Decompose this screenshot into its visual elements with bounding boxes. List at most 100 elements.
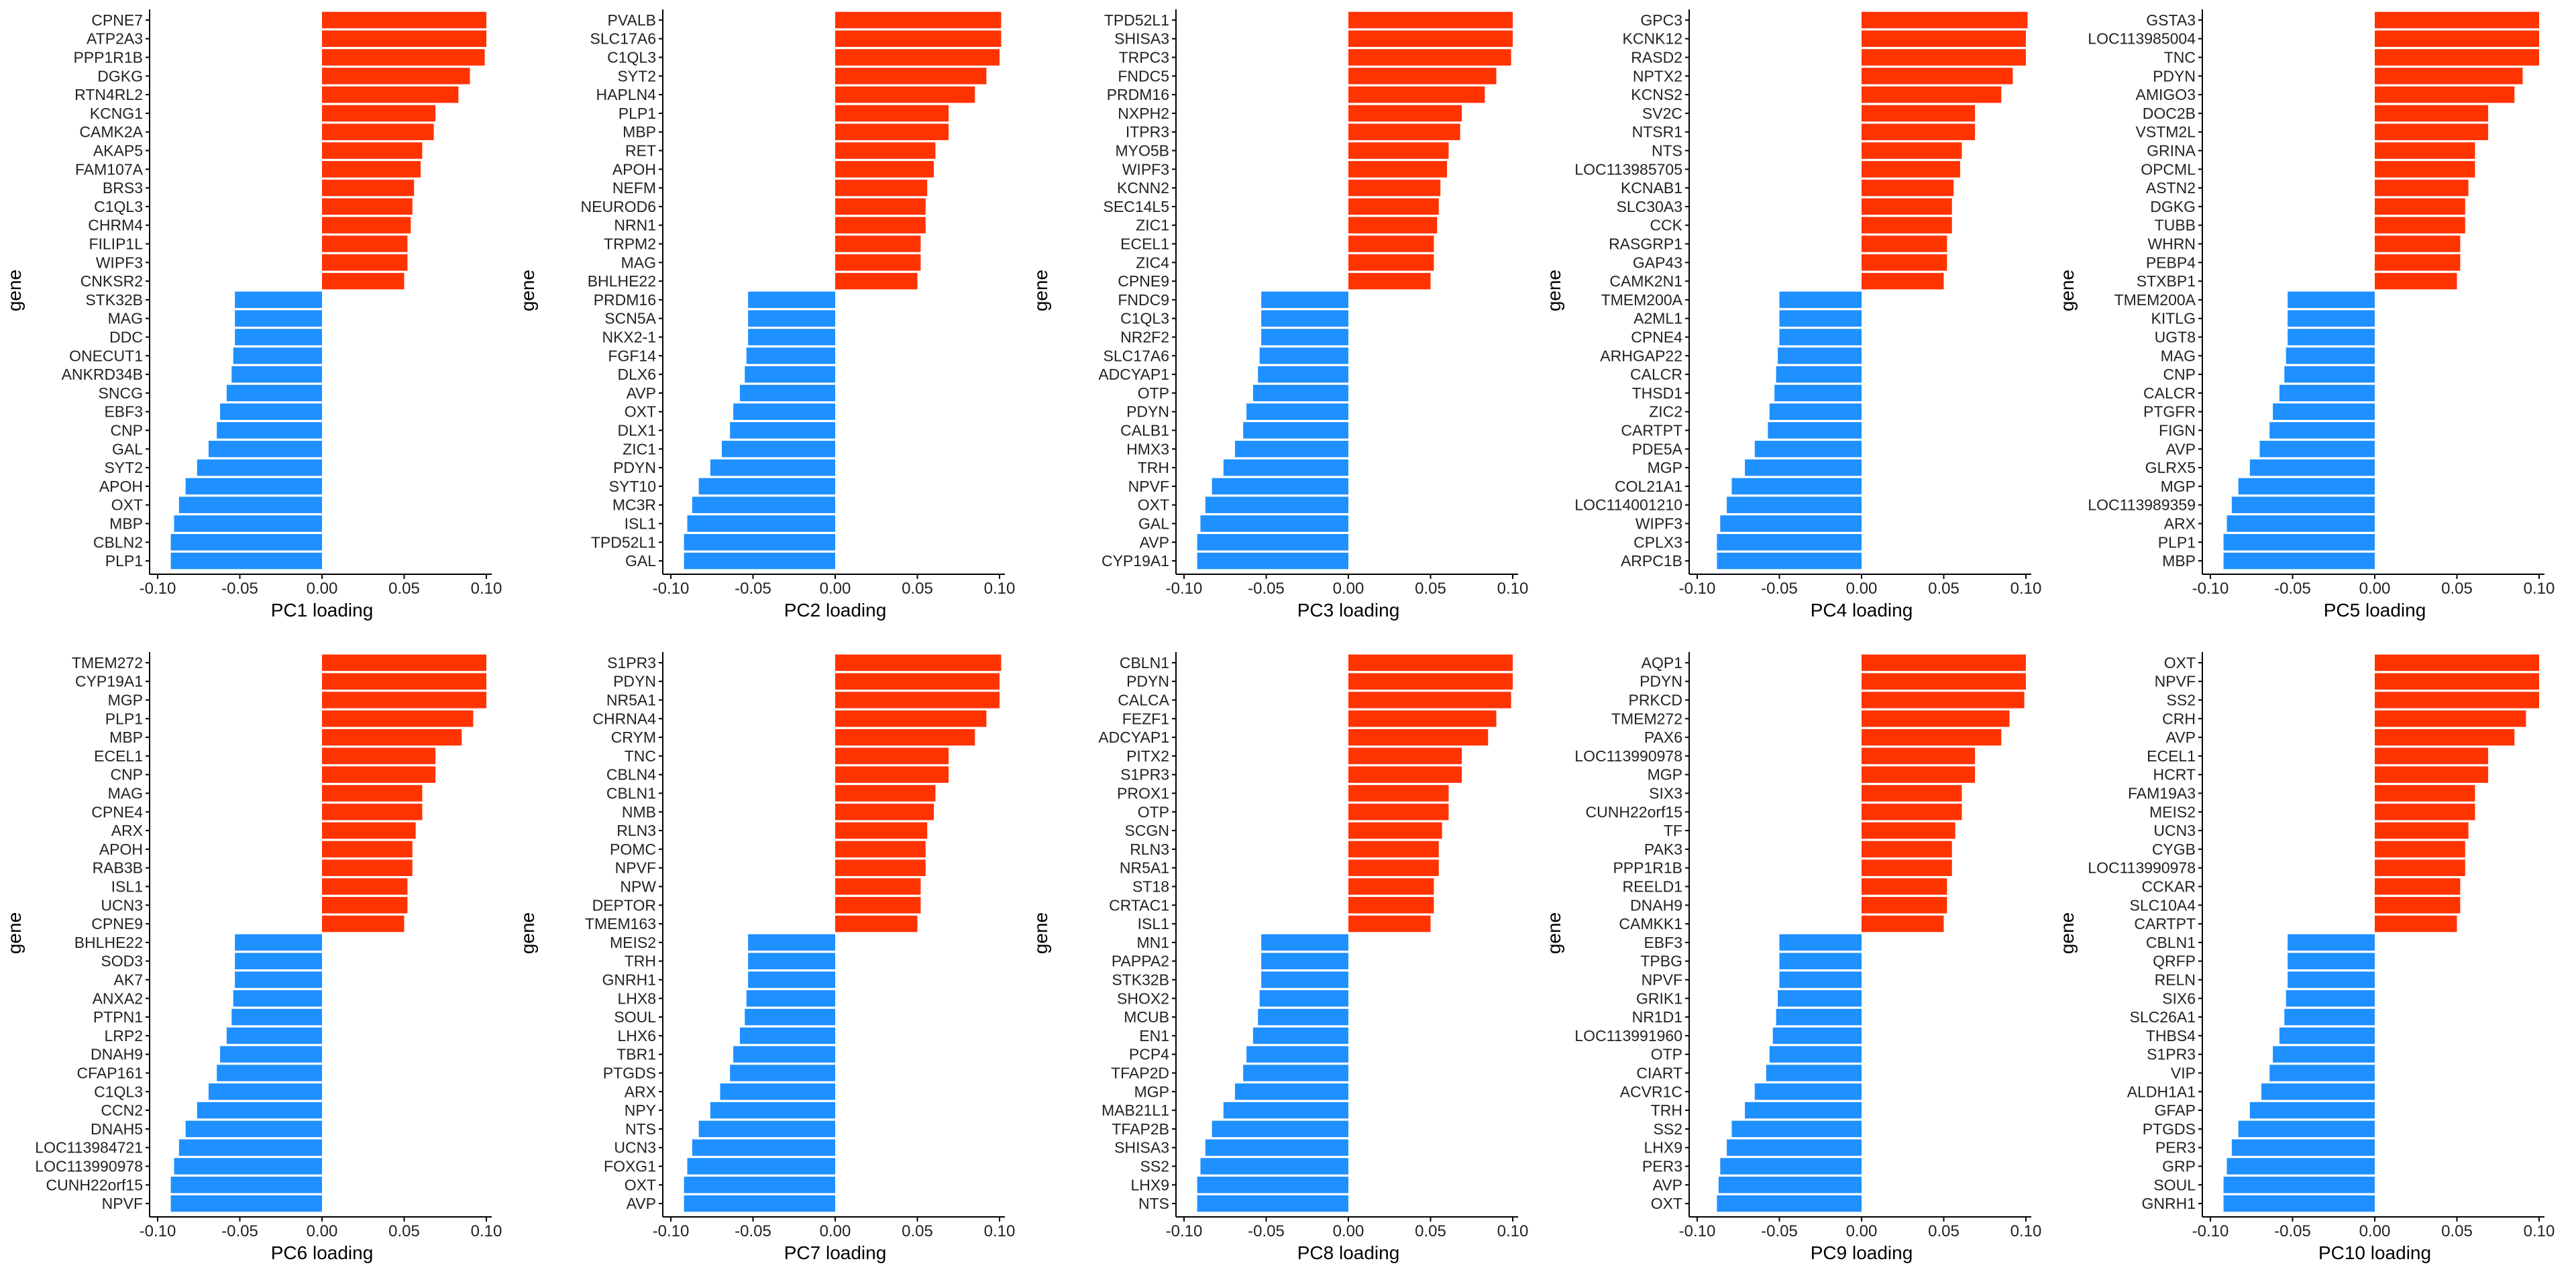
y-tick-label: NRN1: [614, 217, 656, 234]
y-tick-label: CNKSR2: [80, 272, 143, 290]
x-tick-label: -0.10: [1679, 1222, 1716, 1240]
bar: [217, 1065, 322, 1081]
bar: [835, 49, 1000, 66]
bar: [1348, 161, 1447, 178]
y-tick-label: TRH: [625, 953, 656, 970]
y-tick-label: LHX6: [617, 1027, 656, 1044]
y-tick-label: PDYN: [1126, 673, 1169, 690]
bar: [174, 515, 322, 532]
bar: [1862, 68, 2013, 85]
bar: [2286, 347, 2375, 364]
bar: [835, 30, 1002, 47]
bar: [2375, 710, 2526, 727]
y-tick-label: RLN3: [1130, 841, 1169, 858]
y-tick-label: GLRX5: [2145, 459, 2196, 476]
bar: [2375, 49, 2539, 66]
y-tick-label: TPD52L1: [1104, 11, 1169, 29]
bar: [2375, 785, 2475, 802]
y-axis-title: gene: [1544, 270, 1564, 311]
y-tick-label: LHX8: [617, 989, 656, 1007]
bar: [1348, 859, 1439, 876]
bar: [1243, 422, 1348, 439]
bar: [2375, 254, 2461, 271]
y-axis-title: gene: [517, 912, 538, 954]
bar: [1727, 496, 1862, 513]
y-tick-label: C1QL3: [94, 198, 143, 215]
y-tick-label: NEUROD6: [581, 198, 656, 215]
y-tick-label: CYP19A1: [1102, 552, 1169, 570]
y-tick-label: PDYN: [1126, 403, 1169, 421]
y-tick-label: UCN3: [614, 1139, 656, 1157]
y-tick-label: EBF3: [104, 403, 143, 421]
y-tick-label: CCK: [1650, 217, 1682, 234]
bar: [322, 272, 405, 290]
y-tick-label: MYO5B: [1115, 142, 1169, 160]
y-tick-label: ADCYAP1: [1098, 366, 1169, 383]
bar: [1261, 329, 1348, 345]
x-tick-label: 0.00: [307, 1222, 338, 1240]
bar: [733, 1046, 835, 1063]
bar: [1234, 441, 1348, 458]
y-tick-label: C1QL3: [94, 1083, 143, 1100]
bar: [692, 496, 835, 513]
y-tick-label: PDYN: [1640, 673, 1682, 690]
y-tick-label: NMB: [622, 803, 656, 820]
bar: [1348, 105, 1462, 122]
y-tick-label: SHISA3: [1114, 30, 1169, 48]
bar: [684, 1195, 835, 1212]
bar: [322, 859, 413, 876]
y-tick-label: LOC113990978: [35, 1158, 143, 1175]
bar: [1862, 11, 2028, 29]
bar: [2288, 310, 2375, 327]
y-tick-label: AVP: [627, 1195, 656, 1212]
bar: [2249, 1102, 2375, 1119]
bar: [1348, 123, 1460, 140]
bar: [1862, 804, 1962, 820]
y-tick-label: OXT: [1138, 496, 1169, 514]
x-tick-label: 0.10: [1497, 1222, 1529, 1240]
y-tick-label: MGP: [1134, 1083, 1169, 1100]
y-tick-label: ST18: [1132, 878, 1169, 896]
y-tick-label: FEZF1: [1122, 710, 1169, 727]
x-tick-label: -0.05: [1761, 580, 1798, 598]
x-tick-label: 0.00: [2359, 1222, 2391, 1240]
y-tick-label: SLC10A4: [2130, 896, 2196, 914]
y-tick-label: SCN5A: [604, 310, 656, 327]
y-tick-label: SLC17A6: [1104, 347, 1169, 364]
y-tick-label: NTSR1: [1632, 123, 1682, 141]
y-tick-label: DNAH5: [91, 1120, 143, 1138]
bar: [1246, 1046, 1348, 1063]
y-tick-label: PPP1R1B: [1613, 859, 1682, 877]
y-tick-label: LOC113989359: [2088, 496, 2196, 514]
bar: [2288, 953, 2375, 969]
x-tick-label: 0.00: [307, 580, 338, 598]
bar: [322, 897, 408, 914]
y-tick-label: GPC3: [1640, 11, 1682, 29]
x-tick-label: 0.00: [820, 1222, 851, 1240]
bar: [1862, 254, 1947, 271]
bar: [2269, 422, 2375, 439]
bar: [185, 1120, 322, 1138]
bar: [1348, 86, 1485, 103]
y-tick-label: TRH: [1651, 1102, 1682, 1119]
y-tick-label: DGKG: [2150, 198, 2196, 215]
bar: [217, 422, 322, 439]
y-tick-label: LOC113985705: [1574, 160, 1682, 178]
bar: [733, 403, 835, 420]
bar: [1348, 766, 1462, 783]
bar: [1862, 235, 1947, 252]
y-tick-label: PPP1R1B: [73, 49, 143, 66]
x-tick-label: 0.10: [471, 580, 502, 598]
y-tick-label: POMC: [610, 841, 656, 858]
y-tick-label: RELN: [2155, 971, 2196, 989]
y-tick-label: OXT: [111, 496, 143, 514]
bar: [835, 897, 921, 914]
y-tick-label: ECEL1: [94, 747, 143, 765]
x-tick-label: 0.10: [2524, 1222, 2555, 1240]
x-tick-label: -0.10: [140, 1222, 176, 1240]
x-tick-label: 0.05: [1415, 1222, 1446, 1240]
bar: [1717, 552, 1862, 570]
y-tick-label: KCNS2: [1631, 86, 1682, 103]
